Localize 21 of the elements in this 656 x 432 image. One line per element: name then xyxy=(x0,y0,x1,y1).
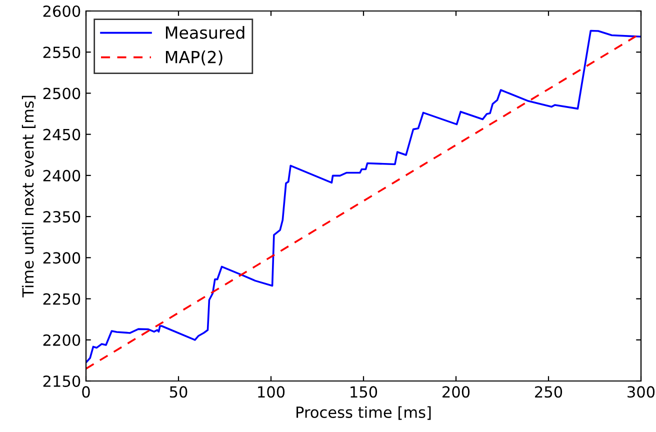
x-tick-label: 100 xyxy=(258,386,285,398)
y-tick-label: 2400 xyxy=(43,170,80,182)
y-axis-title: Time until next event [ms] xyxy=(22,96,36,298)
x-axis-title: Process time [ms] xyxy=(296,406,431,420)
x-tick-label: 150 xyxy=(350,386,378,398)
y-tick-label: 2350 xyxy=(43,211,80,223)
legend-label: MAP(2) xyxy=(166,50,222,66)
legend-label: Measured xyxy=(166,26,244,39)
y-tick-label: 2600 xyxy=(43,5,80,18)
y-tick-label: 2250 xyxy=(43,293,80,305)
x-tick-label: 200 xyxy=(442,386,470,398)
y-tick-label: 2500 xyxy=(43,88,80,100)
y-tick-label: 2300 xyxy=(43,252,80,264)
y-tick-label: 2150 xyxy=(43,375,80,388)
y-tick-label: 2200 xyxy=(43,334,80,346)
x-tick-label: 50 xyxy=(170,386,188,398)
y-tick-label: 2550 xyxy=(43,46,80,58)
x-tick-label: 300 xyxy=(628,386,655,398)
x-tick-label: 250 xyxy=(535,386,562,398)
y-tick-label: 2450 xyxy=(43,128,80,140)
x-tick-label: 0 xyxy=(82,386,90,398)
